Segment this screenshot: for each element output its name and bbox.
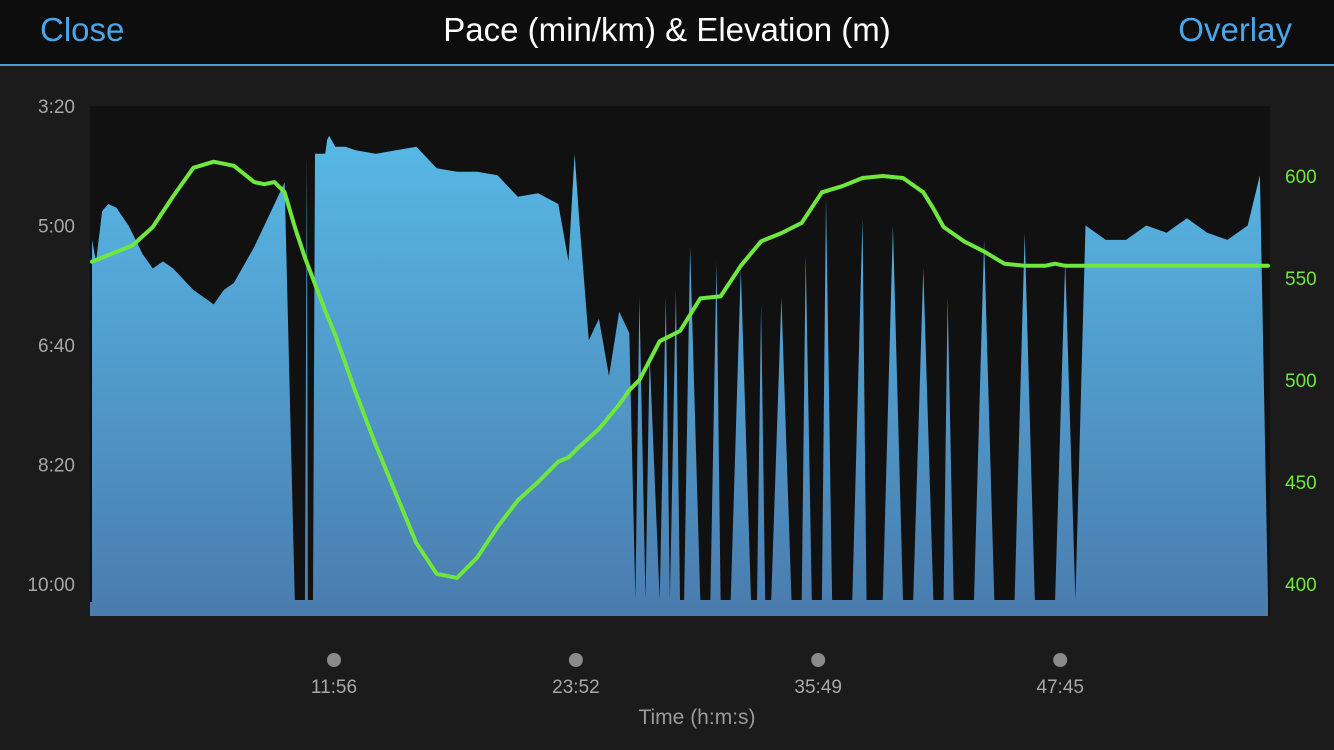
elevation-line: [90, 159, 1270, 580]
time-tick-dot: [568, 653, 583, 667]
elevation-tick-label: 450: [1285, 473, 1317, 494]
elevation-series: [90, 159, 1270, 580]
elevation-tick-label: 500: [1285, 371, 1317, 392]
pace-elevation-chart: 3:20 5:00 6:40 8:20 10:00 400 450 500 550 600 11…: [27, 97, 1317, 729]
time-tick-label: 23:52: [552, 677, 600, 698]
pace-axis: 3:20 5:00 6:40 8:20 10:00: [27, 97, 75, 596]
pace-tick-label: 6:40: [38, 336, 75, 357]
header-bar: Close Pace (min/km) & Elevation (m) Over…: [0, 0, 1334, 66]
page-title: Pace (min/km) & Elevation (m): [443, 11, 891, 48]
pace-tick-label: 3:20: [38, 97, 75, 118]
time-tick-label: 35:49: [794, 677, 842, 698]
elevation-axis: 400 450 500 550 600: [1285, 167, 1317, 596]
time-tick-dot: [327, 653, 341, 667]
elevation-tick-label: 550: [1285, 269, 1317, 290]
pace-tick-label: 10:00: [27, 575, 75, 596]
time-tick-label: 11:56: [311, 677, 357, 698]
time-tick-dot: [1053, 653, 1068, 667]
pace-tick-label: 5:00: [38, 217, 75, 238]
overlay-button[interactable]: Overlay: [1178, 11, 1292, 48]
chart-area: 3:20 5:00 6:40 8:20 10:00 400 450 500 550 600 11…: [0, 66, 1334, 750]
time-tick-dot: [811, 653, 826, 667]
pace-baseline-band: [90, 602, 1268, 616]
pace-series: [90, 135, 1268, 616]
elevation-tick-label: 600: [1285, 167, 1317, 188]
pace-tick-label: 8:20: [38, 456, 75, 477]
time-tick-label: 47:45: [1036, 677, 1084, 698]
time-axis: 11:56 23:52 35:49 47:45: [311, 653, 1084, 698]
close-button[interactable]: Close: [40, 11, 125, 48]
pace-area: [92, 135, 1268, 616]
x-axis-title: Time (h:m:s): [638, 706, 755, 729]
elevation-tick-label: 400: [1285, 575, 1317, 596]
